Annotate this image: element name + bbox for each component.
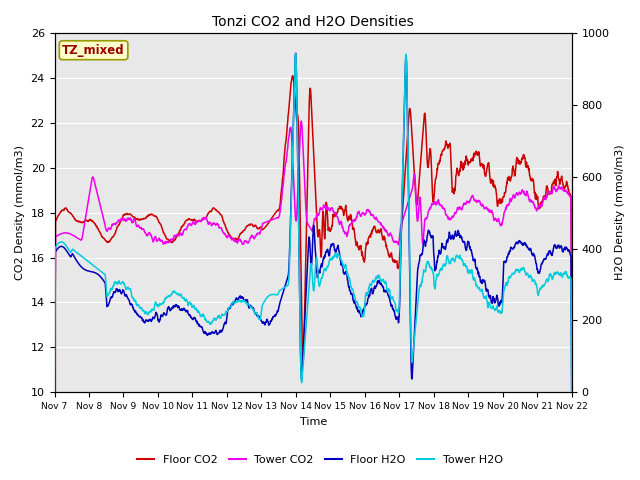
Y-axis label: CO2 Density (mmol/m3): CO2 Density (mmol/m3)	[15, 145, 25, 280]
X-axis label: Time: Time	[300, 417, 327, 427]
Y-axis label: H2O Density (mmol/m3): H2O Density (mmol/m3)	[615, 145, 625, 280]
Text: TZ_mixed: TZ_mixed	[62, 44, 125, 57]
Title: Tonzi CO2 and H2O Densities: Tonzi CO2 and H2O Densities	[212, 15, 414, 29]
Legend: Floor CO2, Tower CO2, Floor H2O, Tower H2O: Floor CO2, Tower CO2, Floor H2O, Tower H…	[133, 451, 507, 469]
